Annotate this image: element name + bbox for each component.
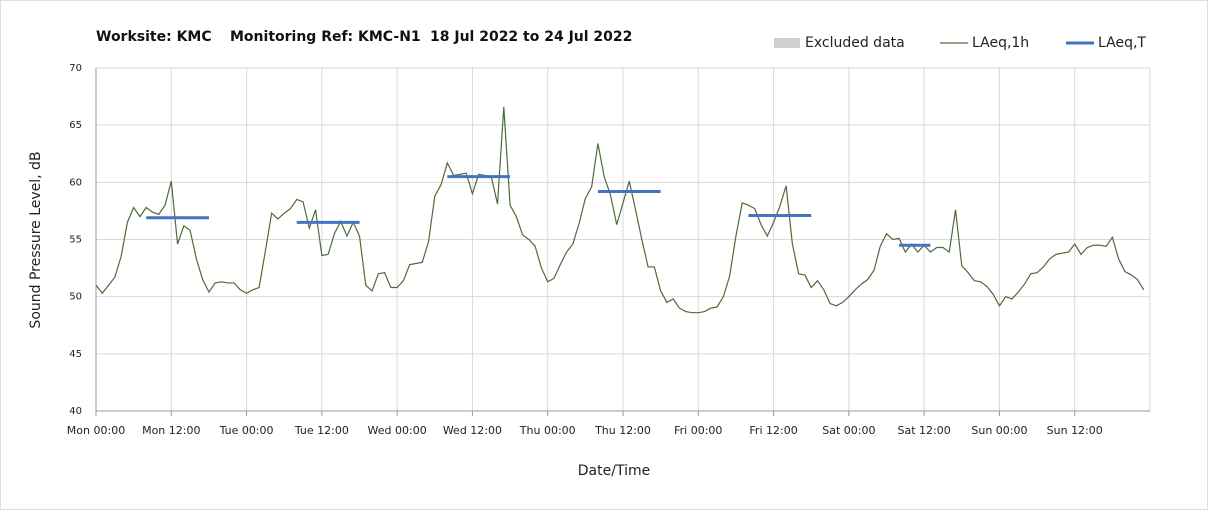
y-tick-label: 45 xyxy=(69,349,82,360)
y-tick-label: 70 xyxy=(69,63,82,74)
legend-label: Excluded data xyxy=(805,35,905,51)
x-tick-label: Wed 00:00 xyxy=(368,424,427,437)
y-tick-label: 50 xyxy=(69,292,82,303)
x-tick-label: Tue 00:00 xyxy=(219,424,274,437)
line-series xyxy=(95,106,1145,314)
y-tick-label: 60 xyxy=(69,177,82,188)
x-tick-label: Wed 12:00 xyxy=(443,424,502,437)
x-tick-label: Thu 12:00 xyxy=(594,424,651,437)
x-tick-label: Sun 12:00 xyxy=(1047,424,1103,437)
x-tick-label: Sat 12:00 xyxy=(898,424,951,437)
y-tick-label: 55 xyxy=(69,235,82,246)
x-axis-label: Date/Time xyxy=(578,463,650,479)
x-tick-label: Fri 12:00 xyxy=(749,424,797,437)
x-tick-label: Mon 00:00 xyxy=(67,424,125,437)
x-tick-label: Mon 12:00 xyxy=(142,424,200,437)
x-tick-label: Fri 00:00 xyxy=(674,424,722,437)
legend-swatch xyxy=(774,38,800,48)
legend-label: LAeq,1h xyxy=(972,35,1029,51)
y-tick-label: 40 xyxy=(69,406,82,417)
title-dates: 18 Jul 2022 to 24 Jul 2022 xyxy=(430,29,632,45)
title-site: Worksite: KMC xyxy=(96,29,212,45)
x-tick-label: Tue 12:00 xyxy=(294,424,349,437)
x-tick-label: Sat 00:00 xyxy=(822,424,875,437)
y-axis-label: Sound Pressure Level, dB xyxy=(28,151,44,328)
x-tick-label: Thu 00:00 xyxy=(519,424,576,437)
title-ref: Monitoring Ref: KMC-N1 xyxy=(230,29,421,45)
legend-label: LAeq,T xyxy=(1098,35,1146,51)
x-tick-label: Sun 00:00 xyxy=(971,424,1027,437)
y-tick-label: 65 xyxy=(69,120,82,131)
